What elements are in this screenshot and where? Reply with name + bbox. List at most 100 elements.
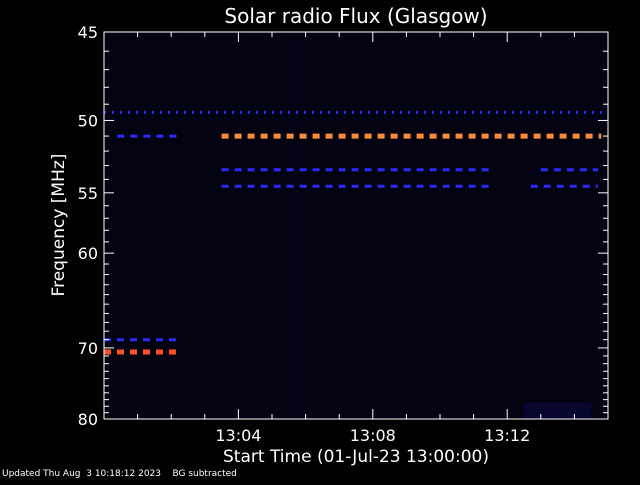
texture-stripe (318, 33, 319, 418)
texture-stripe (456, 33, 457, 418)
y-tick-label: 80 (78, 410, 98, 429)
texture-stripe (306, 33, 307, 418)
y-axis-label: Frequency [MHz] (49, 154, 69, 297)
texture-stripe (525, 33, 526, 418)
texture-stripe (294, 33, 295, 418)
texture-stripe (405, 33, 406, 418)
texture-stripe (435, 33, 436, 418)
texture-stripe (468, 33, 469, 418)
texture-stripe (426, 33, 427, 418)
texture-stripe (522, 33, 523, 418)
texture-stripe (423, 33, 424, 418)
texture-stripe (393, 33, 394, 418)
texture-stripe (354, 33, 355, 418)
texture-stripe (450, 33, 451, 418)
texture-stripe (198, 33, 199, 418)
texture-stripe (372, 33, 373, 418)
texture-stripe (168, 33, 169, 418)
texture-stripe (399, 33, 400, 418)
texture-stripe (381, 33, 382, 418)
texture-stripe (321, 33, 322, 418)
plot-frame (103, 31, 609, 420)
texture-stripe (447, 33, 448, 418)
plot-area (104, 32, 608, 419)
texture-stripe (162, 33, 163, 418)
texture-stripe (465, 33, 466, 418)
texture-stripe (261, 33, 262, 418)
texture-stripe (462, 33, 463, 418)
texture-stripe (342, 33, 343, 418)
y-tick-label: 55 (78, 184, 98, 203)
texture-stripe (402, 33, 403, 418)
texture-stripe (483, 33, 484, 418)
y-tick-label: 50 (78, 111, 98, 130)
texture-stripe (504, 33, 505, 418)
texture-stripe (594, 33, 595, 418)
texture-stripe (336, 33, 337, 418)
texture-stripe (285, 33, 286, 418)
texture-stripe (495, 33, 496, 418)
y-tick-label: 60 (78, 244, 98, 263)
texture-stripe (174, 33, 175, 418)
texture-stripe (357, 33, 358, 418)
texture-stripe (414, 33, 415, 418)
texture-stripe (573, 33, 574, 418)
texture-stripe (498, 33, 499, 418)
texture-stripe (264, 33, 265, 418)
texture-stripe (420, 33, 421, 418)
texture-stripe (213, 33, 214, 418)
texture-stripe (228, 33, 229, 418)
texture-stripe (348, 33, 349, 418)
texture-stripe (234, 33, 235, 418)
texture-stripe (369, 33, 370, 418)
texture-stripe (360, 33, 361, 418)
texture-stripe (195, 33, 196, 418)
texture-stripe (291, 33, 292, 418)
emission-bands (104, 110, 608, 355)
texture-stripe (591, 33, 592, 418)
texture-stripe (273, 33, 274, 418)
texture-stripe (600, 33, 601, 418)
texture-stripe (159, 33, 160, 418)
texture-stripe (492, 33, 493, 418)
texture-stripe (585, 33, 586, 418)
texture-stripe (192, 33, 193, 418)
texture-stripe (429, 33, 430, 418)
texture-stripe (324, 33, 325, 418)
texture-stripe (576, 33, 577, 418)
texture-stripe (123, 33, 124, 418)
x-axis-label: Start Time (01-Jul-23 13:00:00) (223, 447, 489, 467)
texture-stripe (417, 33, 418, 418)
texture-stripe (150, 33, 151, 418)
texture-stripe (156, 33, 157, 418)
texture-stripe (486, 33, 487, 418)
texture-stripe (387, 33, 388, 418)
texture-stripe (183, 33, 184, 418)
x-axis-ticks: 13:04 13:08 13:12 (137, 32, 575, 445)
texture-stripe (105, 33, 106, 418)
texture-stripe (147, 33, 148, 418)
texture-stripe (567, 33, 568, 418)
texture-stripe (531, 33, 532, 418)
texture-stripe (297, 33, 298, 418)
texture-stripe (276, 33, 277, 418)
texture-stripe (282, 33, 283, 418)
texture-stripe (378, 33, 379, 418)
texture-stripe (207, 33, 208, 418)
texture-stripe (189, 33, 190, 418)
texture-stripe (501, 33, 502, 418)
texture-stripe (315, 33, 316, 418)
texture-stripe (270, 33, 271, 418)
texture-stripe (339, 33, 340, 418)
texture-stripe (225, 33, 226, 418)
texture-stripe (507, 33, 508, 418)
texture-stripe (549, 33, 550, 418)
texture-stripe (516, 33, 517, 418)
texture-stripe (180, 33, 181, 418)
texture-stripe (216, 33, 217, 418)
texture-stripe (351, 33, 352, 418)
texture-stripe (255, 33, 256, 418)
texture-stripe (333, 33, 334, 418)
